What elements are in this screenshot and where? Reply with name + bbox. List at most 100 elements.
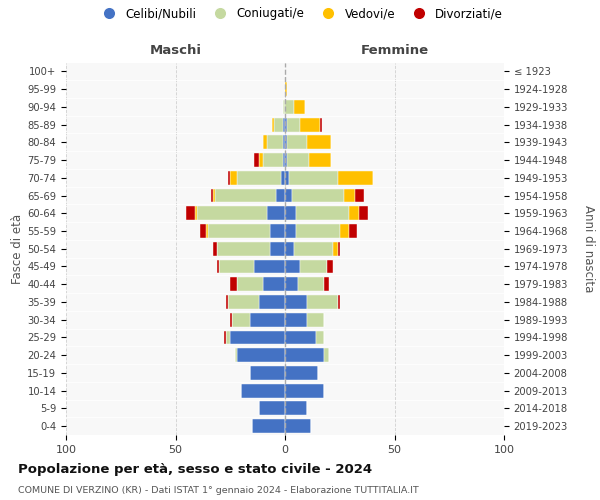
Bar xyxy=(230,313,232,326)
Bar xyxy=(263,136,268,149)
Bar xyxy=(285,366,318,380)
Bar xyxy=(283,136,285,149)
Bar xyxy=(283,118,285,132)
Bar xyxy=(283,153,285,167)
Bar xyxy=(230,330,285,344)
Bar xyxy=(208,224,269,238)
Bar xyxy=(263,278,285,291)
Bar xyxy=(228,171,230,184)
Bar xyxy=(301,118,320,132)
Bar xyxy=(285,384,325,398)
Bar xyxy=(285,242,294,256)
Bar xyxy=(287,153,309,167)
Bar xyxy=(206,224,208,238)
Bar xyxy=(285,295,307,309)
Bar xyxy=(292,188,344,202)
Bar xyxy=(268,206,285,220)
Bar xyxy=(220,260,254,274)
Bar xyxy=(287,118,301,132)
Bar xyxy=(349,224,357,238)
Text: Maschi: Maschi xyxy=(149,44,202,57)
Bar xyxy=(269,224,285,238)
Bar xyxy=(285,188,292,202)
Bar xyxy=(254,153,259,167)
Bar xyxy=(285,153,287,167)
Legend: Celibi/Nubili, Coniugati/e, Vedovi/e, Divorziati/e: Celibi/Nubili, Coniugati/e, Vedovi/e, Di… xyxy=(95,5,505,22)
Bar xyxy=(285,348,325,362)
Bar xyxy=(228,295,259,309)
Bar xyxy=(307,313,325,326)
Bar xyxy=(285,100,294,114)
Bar xyxy=(217,242,269,256)
Bar xyxy=(268,136,283,149)
Bar xyxy=(226,330,230,344)
Bar xyxy=(285,224,296,238)
Bar xyxy=(259,153,263,167)
Bar xyxy=(338,242,340,256)
Bar xyxy=(285,260,301,274)
Bar xyxy=(211,188,213,202)
Bar xyxy=(226,295,228,309)
Bar xyxy=(298,278,325,291)
Bar xyxy=(283,100,285,114)
Bar xyxy=(250,366,285,380)
Bar xyxy=(355,188,364,202)
Bar xyxy=(287,136,307,149)
Bar xyxy=(333,242,338,256)
Bar xyxy=(250,313,285,326)
Bar xyxy=(195,206,197,220)
Bar xyxy=(237,348,285,362)
Bar xyxy=(301,260,326,274)
Bar xyxy=(326,260,333,274)
Bar xyxy=(276,188,285,202)
Bar xyxy=(237,278,263,291)
Bar xyxy=(237,171,281,184)
Text: Femmine: Femmine xyxy=(361,44,428,57)
Bar xyxy=(325,278,329,291)
Bar xyxy=(200,224,206,238)
Bar xyxy=(230,171,237,184)
Bar xyxy=(269,242,285,256)
Bar xyxy=(285,136,287,149)
Bar xyxy=(285,419,311,433)
Bar xyxy=(285,206,296,220)
Bar xyxy=(296,224,340,238)
Bar xyxy=(215,188,276,202)
Bar xyxy=(316,330,325,344)
Bar xyxy=(217,260,220,274)
Y-axis label: Fasce di età: Fasce di età xyxy=(11,214,25,284)
Bar xyxy=(340,224,349,238)
Bar xyxy=(241,384,285,398)
Bar xyxy=(285,313,307,326)
Bar xyxy=(349,206,359,220)
Bar xyxy=(285,118,287,132)
Bar xyxy=(344,188,355,202)
Bar xyxy=(263,153,283,167)
Bar xyxy=(296,206,349,220)
Text: Popolazione per età, sesso e stato civile - 2024: Popolazione per età, sesso e stato civil… xyxy=(18,462,372,475)
Bar xyxy=(272,118,274,132)
Bar xyxy=(338,295,340,309)
Bar xyxy=(320,118,322,132)
Bar xyxy=(281,171,285,184)
Bar xyxy=(285,171,289,184)
Bar xyxy=(285,330,316,344)
Bar xyxy=(230,278,237,291)
Bar xyxy=(254,260,285,274)
Bar xyxy=(197,206,268,220)
Bar xyxy=(259,402,285,415)
Bar xyxy=(309,153,331,167)
Text: COMUNE DI VERZINO (KR) - Dati ISTAT 1° gennaio 2024 - Elaborazione TUTTITALIA.IT: COMUNE DI VERZINO (KR) - Dati ISTAT 1° g… xyxy=(18,486,419,495)
Bar xyxy=(289,171,338,184)
Bar xyxy=(294,242,333,256)
Bar xyxy=(252,419,285,433)
Bar xyxy=(307,295,338,309)
Bar xyxy=(285,278,298,291)
Bar xyxy=(307,136,331,149)
Bar xyxy=(213,242,217,256)
Bar xyxy=(359,206,368,220)
Bar xyxy=(187,206,195,220)
Bar xyxy=(259,295,285,309)
Bar xyxy=(235,348,237,362)
Bar xyxy=(338,171,373,184)
